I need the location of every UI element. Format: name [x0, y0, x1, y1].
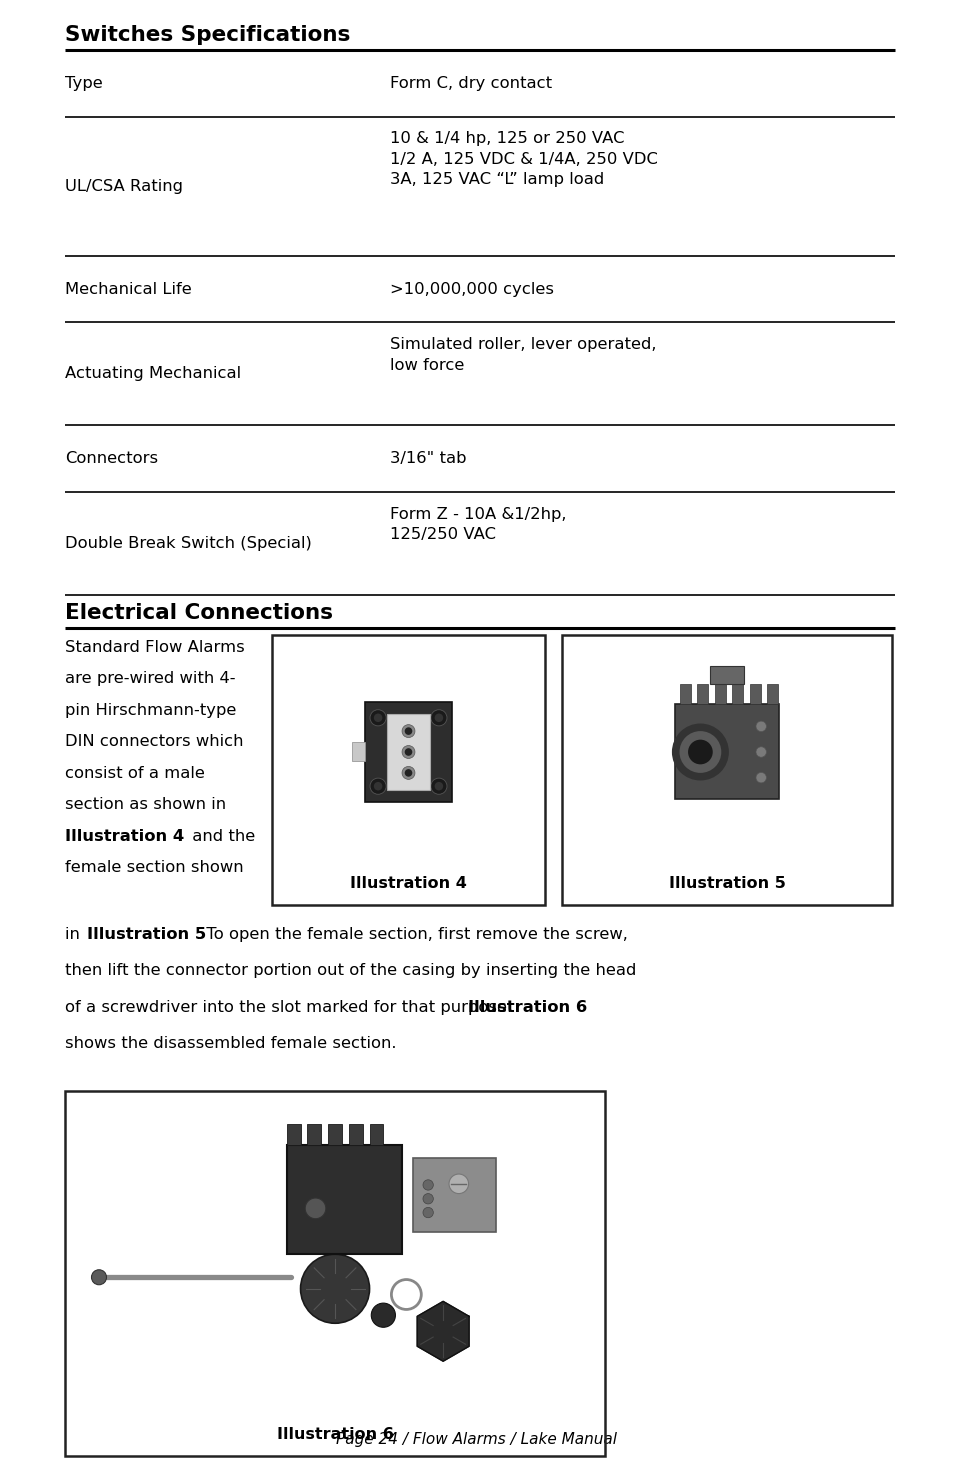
Text: Mechanical Life: Mechanical Life — [65, 282, 192, 296]
Bar — [766, 683, 777, 705]
Circle shape — [404, 748, 412, 755]
Bar — [561, 636, 891, 906]
Circle shape — [755, 773, 765, 783]
Text: Illustration 5: Illustration 5 — [87, 926, 206, 943]
Circle shape — [431, 709, 447, 726]
Text: female section shown: female section shown — [65, 860, 243, 876]
Text: Simulated roller, lever operated,
low force: Simulated roller, lever operated, low fo… — [390, 338, 656, 373]
Circle shape — [398, 1288, 414, 1302]
Text: Illustration 4: Illustration 4 — [65, 829, 184, 844]
Text: Double Break Switch (Special): Double Break Switch (Special) — [65, 535, 312, 552]
Text: of a screwdriver into the slot marked for that purpose.: of a screwdriver into the slot marked fo… — [65, 1000, 517, 1015]
Circle shape — [431, 779, 447, 794]
Circle shape — [435, 714, 443, 723]
Circle shape — [91, 1270, 107, 1285]
Bar — [65, 1092, 604, 1456]
Circle shape — [679, 732, 720, 773]
Circle shape — [404, 768, 412, 777]
Text: section as shown in: section as shown in — [65, 798, 226, 813]
Text: Standard Flow Alarms: Standard Flow Alarms — [65, 640, 245, 655]
Circle shape — [401, 724, 415, 738]
Circle shape — [401, 767, 415, 779]
Circle shape — [687, 739, 712, 764]
Bar — [709, 667, 743, 683]
Text: then lift the connector portion out of the casing by inserting the head: then lift the connector portion out of t… — [65, 963, 636, 978]
Circle shape — [404, 727, 412, 735]
Circle shape — [300, 1254, 369, 1323]
Circle shape — [391, 1279, 421, 1310]
Text: and the: and the — [187, 829, 255, 844]
Bar — [307, 1124, 321, 1145]
Text: Illustration 5: Illustration 5 — [668, 876, 784, 891]
Bar — [674, 705, 779, 799]
Text: Connectors: Connectors — [65, 451, 158, 466]
Bar — [364, 702, 452, 802]
Circle shape — [422, 1180, 433, 1190]
Circle shape — [671, 724, 728, 780]
Text: Form C, dry contact: Form C, dry contact — [390, 75, 552, 91]
Text: Actuating Mechanical: Actuating Mechanical — [65, 366, 241, 382]
Circle shape — [374, 714, 382, 723]
Text: Page 24 / Flow Alarms / Lake Manual: Page 24 / Flow Alarms / Lake Manual — [336, 1432, 617, 1447]
Circle shape — [435, 782, 443, 791]
Circle shape — [401, 745, 415, 758]
Text: Illustration 6: Illustration 6 — [468, 1000, 587, 1015]
Text: pin Hirschmann-type: pin Hirschmann-type — [65, 704, 236, 718]
Text: Type: Type — [65, 75, 103, 91]
Bar — [351, 742, 364, 761]
Bar — [287, 1145, 401, 1254]
Bar — [287, 1124, 300, 1145]
Circle shape — [305, 1198, 326, 1218]
Bar — [749, 683, 760, 705]
Bar — [679, 683, 690, 705]
Circle shape — [370, 709, 386, 726]
Circle shape — [370, 779, 386, 794]
Text: 3/16" tab: 3/16" tab — [390, 451, 466, 466]
Text: Electrical Connections: Electrical Connections — [65, 603, 333, 622]
Text: 10 & 1/4 hp, 125 or 250 VAC
1/2 A, 125 VDC & 1/4A, 250 VDC
3A, 125 VAC “L” lamp : 10 & 1/4 hp, 125 or 250 VAC 1/2 A, 125 V… — [390, 131, 658, 187]
Bar — [272, 636, 544, 906]
Text: DIN connectors which: DIN connectors which — [65, 735, 243, 749]
Text: Illustration 6: Illustration 6 — [276, 1426, 393, 1443]
Bar — [714, 683, 725, 705]
Circle shape — [374, 782, 382, 791]
Text: . To open the female section, first remove the screw,: . To open the female section, first remo… — [195, 926, 627, 943]
Text: Switches Specifications: Switches Specifications — [65, 25, 350, 46]
Bar — [413, 1158, 496, 1233]
Bar — [697, 683, 707, 705]
Bar — [349, 1124, 362, 1145]
Circle shape — [422, 1193, 433, 1204]
Text: Form Z - 10A &1/2hp,
125/250 VAC: Form Z - 10A &1/2hp, 125/250 VAC — [390, 507, 566, 543]
Circle shape — [755, 721, 765, 732]
Bar — [328, 1124, 341, 1145]
Polygon shape — [416, 1301, 469, 1361]
Bar — [732, 683, 742, 705]
Text: in: in — [65, 926, 85, 943]
Bar — [386, 714, 430, 791]
Text: Illustration 4: Illustration 4 — [350, 876, 466, 891]
Circle shape — [422, 1208, 433, 1218]
Circle shape — [755, 746, 765, 757]
Circle shape — [371, 1302, 395, 1328]
Text: UL/CSA Rating: UL/CSA Rating — [65, 178, 183, 193]
Circle shape — [449, 1174, 468, 1193]
Text: consist of a male: consist of a male — [65, 766, 205, 780]
Text: >10,000,000 cycles: >10,000,000 cycles — [390, 282, 554, 296]
Bar — [369, 1124, 383, 1145]
Text: are pre-wired with 4-: are pre-wired with 4- — [65, 671, 235, 686]
Text: shows the disassembled female section.: shows the disassembled female section. — [65, 1037, 396, 1052]
